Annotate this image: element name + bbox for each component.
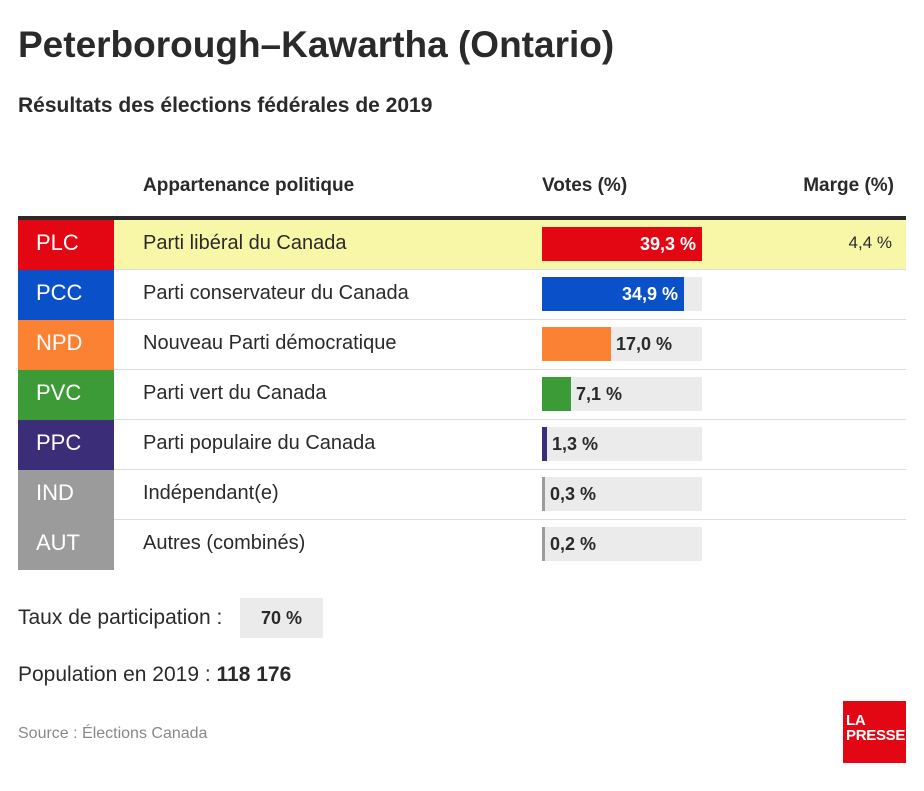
page-subtitle: Résultats des élections fédérales de 201… (18, 94, 433, 117)
row-divider (114, 319, 906, 320)
party-abbreviation: PPC (18, 420, 114, 470)
vote-bar-track: 17,0 % (542, 327, 702, 361)
vote-label: 7,1 % (576, 384, 623, 404)
turnout-label: Taux de participation : (18, 606, 223, 629)
la-presse-logo: LA PRESSE (843, 701, 906, 763)
party-abbreviation: PLC (18, 220, 114, 270)
table-row: PPC Parti populaire du Canada 1,3 % (18, 420, 906, 470)
vote-bar (542, 227, 702, 261)
population-value: 118 176 (216, 663, 292, 686)
table-row: PLC Parti libéral du Canada 39,3 % 4,4 % (18, 220, 906, 270)
turnout-value: 70 % (240, 598, 323, 638)
row-divider (114, 369, 906, 370)
vote-label: 39,3 % (639, 234, 696, 254)
party-abbreviation: NPD (18, 320, 114, 370)
page-title: Peterborough–Kawartha (Ontario) (18, 24, 615, 65)
party-name: Parti populaire du Canada (143, 432, 376, 454)
party-name: Autres (combinés) (143, 532, 306, 554)
source-note: Source : Élections Canada (18, 725, 208, 742)
table-row: PVC Parti vert du Canada 7,1 % (18, 370, 906, 420)
margin-value: 4,4 % (848, 233, 892, 252)
party-abbreviation: PCC (18, 270, 114, 320)
vote-label: 0,3 % (550, 484, 597, 504)
vote-bar-track: 34,9 % (542, 277, 702, 311)
column-header-party: Appartenance politique (143, 175, 355, 196)
row-divider (114, 519, 906, 520)
table-row: NPD Nouveau Parti démocratique 17,0 % (18, 320, 906, 370)
party-name: Parti libéral du Canada (143, 232, 347, 254)
vote-bar-track: 1,3 % (542, 427, 702, 461)
vote-bar-track: 0,2 % (542, 527, 702, 561)
vote-label: 1,3 % (552, 434, 599, 454)
column-header-votes: Votes (%) (542, 175, 628, 196)
party-name: Nouveau Parti démocratique (143, 332, 397, 354)
party-name: Parti conservateur du Canada (143, 282, 409, 304)
party-name: Parti vert du Canada (143, 382, 327, 404)
row-divider (114, 269, 906, 270)
party-abbreviation: PVC (18, 370, 114, 420)
row-divider (114, 469, 906, 470)
vote-bar (542, 277, 684, 311)
population-line: Population en 2019 : 118 176 (18, 663, 291, 687)
vote-bar (542, 377, 571, 411)
vote-bar (542, 477, 545, 511)
vote-label: 0,2 % (550, 534, 597, 554)
row-divider (114, 419, 906, 420)
vote-bar-track: 39,3 % (542, 227, 702, 261)
table-row: PCC Parti conservateur du Canada 34,9 % (18, 270, 906, 320)
table-row: AUT Autres (combinés) 0,2 % (18, 520, 906, 570)
vote-bar-track: 0,3 % (542, 477, 702, 511)
table-top-rule (18, 216, 906, 220)
row-background (114, 220, 906, 270)
party-abbreviation: AUT (18, 520, 114, 570)
results-table: PLC Parti libéral du Canada 39,3 % 4,4 % PCC… (18, 220, 906, 570)
party-name: Indépendant(e) (143, 482, 279, 504)
vote-label: 34,9 % (621, 284, 678, 304)
population-label: Population en 2019 : (18, 663, 211, 686)
vote-label: 17,0 % (616, 334, 673, 354)
vote-bar (542, 327, 611, 361)
logo-line-1: LA (846, 712, 866, 729)
vote-bar-track: 7,1 % (542, 377, 702, 411)
column-header-margin: Marge (%) (803, 175, 894, 196)
logo-line-2: PRESSE (846, 727, 906, 744)
vote-bar (542, 427, 547, 461)
party-abbreviation: IND (18, 470, 114, 520)
table-row: IND Indépendant(e) 0,3 % (18, 470, 906, 520)
vote-bar (542, 527, 545, 561)
